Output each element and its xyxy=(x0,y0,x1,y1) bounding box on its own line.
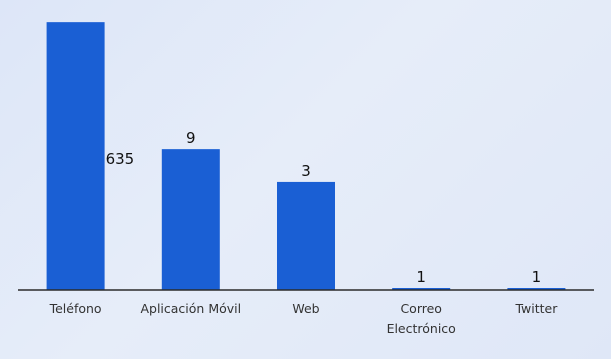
bar-1 xyxy=(161,149,220,290)
bar-4 xyxy=(507,288,566,290)
data-label-0: 635 xyxy=(106,150,135,168)
category-label-3-line-0: Correo xyxy=(400,301,442,316)
category-label-1: Aplicación Móvil xyxy=(140,301,241,316)
data-label-1: 9 xyxy=(186,129,196,147)
category-label-3-line-1: Electrónico xyxy=(387,321,456,336)
category-label-2: Web xyxy=(292,301,319,316)
category-label-0: Teléfono xyxy=(49,301,102,316)
data-label-2: 3 xyxy=(301,162,311,180)
data-label-3: 1 xyxy=(416,268,426,286)
category-label-4: Twitter xyxy=(514,301,558,316)
bar-2 xyxy=(277,181,335,290)
data-label-4: 1 xyxy=(532,268,542,286)
bar-0 xyxy=(46,22,105,290)
bar-3 xyxy=(392,288,451,290)
